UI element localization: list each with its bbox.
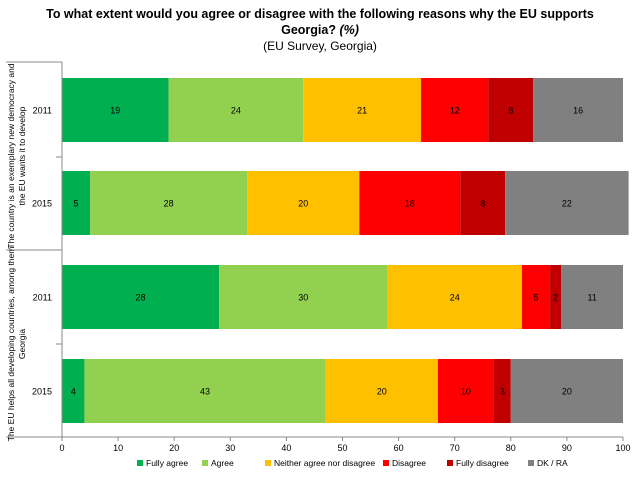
bar-segment (62, 265, 220, 329)
legend-swatch (447, 460, 453, 466)
group-label: the EU wants it to develop (17, 106, 27, 205)
data-label: 12 (450, 106, 460, 116)
x-tick-label: 10 (113, 443, 123, 453)
bar-segment (219, 265, 388, 329)
chart-title-question: Georgia? (281, 23, 336, 37)
data-label: 8 (508, 106, 513, 116)
data-label: 43 (200, 387, 210, 397)
bar-segment (303, 78, 422, 142)
bar-segment (62, 78, 169, 142)
group-label: The country is an exemplary new democrac… (6, 63, 16, 248)
legend-swatch (137, 460, 143, 466)
data-label: 4 (71, 387, 76, 397)
chart-title-block: To what extent would you agree or disagr… (0, 6, 640, 54)
data-label: 20 (298, 199, 308, 209)
bar-segment (460, 171, 506, 235)
data-label: 11 (587, 293, 596, 303)
data-label: 19 (110, 106, 120, 116)
year-tick-label: 2011 (33, 293, 52, 303)
data-label: 24 (231, 106, 241, 116)
chart-title-line-2: Georgia? (%) (0, 22, 640, 38)
bar-segment (493, 359, 511, 423)
x-tick-label: 30 (225, 443, 235, 453)
year-tick-label: 2015 (32, 387, 52, 397)
legend-label: Disagree (392, 458, 426, 468)
bar-segment (359, 171, 461, 235)
x-tick-label: 50 (337, 443, 347, 453)
bar-segment (90, 171, 248, 235)
year-tick-label: 2011 (33, 106, 52, 116)
year-tick-label: 2015 (32, 199, 52, 209)
legend-label: Fully disagree (456, 458, 509, 468)
chart-subtitle: (EU Survey, Georgia) (263, 39, 377, 53)
data-label: 5 (74, 199, 79, 209)
bar-segment (62, 359, 85, 423)
legend-label: Agree (211, 458, 234, 468)
data-label: 30 (298, 293, 308, 303)
data-label: 5 (534, 293, 539, 303)
bar-segment (510, 359, 623, 423)
data-label: 2 (553, 293, 558, 303)
group-label: The EU helps all developing countries, a… (6, 247, 16, 442)
data-label: 3 (500, 387, 505, 397)
bar-segment (84, 359, 326, 423)
bar-segment (168, 78, 304, 142)
legend-swatch (265, 460, 271, 466)
legend-label: Fully agree (146, 458, 188, 468)
x-tick-label: 0 (59, 443, 64, 453)
legend-swatch (202, 460, 208, 466)
bar-segment (522, 265, 551, 329)
data-label: 20 (377, 387, 387, 397)
bar-segment (505, 171, 629, 235)
data-label: 8 (480, 199, 485, 209)
x-tick-label: 90 (562, 443, 572, 453)
data-label: 28 (136, 293, 146, 303)
bar-segment (533, 78, 623, 142)
legend-swatch (383, 460, 389, 466)
bar-segment (325, 359, 438, 423)
bar-segment (421, 78, 489, 142)
bar-segment (550, 265, 562, 329)
data-label: 10 (461, 387, 471, 397)
data-label: 21 (357, 106, 367, 116)
bar-segment (247, 171, 360, 235)
chart-title-unit: (%) (339, 23, 359, 37)
data-label: 20 (562, 387, 572, 397)
chart-title-line-1: To what extent would you agree or disagr… (46, 7, 594, 21)
data-label: 22 (562, 199, 572, 209)
legend-label: DK / RA (537, 458, 568, 468)
x-tick-label: 70 (450, 443, 460, 453)
data-label: 18 (405, 199, 415, 209)
legend-swatch (528, 460, 534, 466)
bar-segment (387, 265, 523, 329)
data-label: 24 (450, 293, 460, 303)
bar-segment (488, 78, 534, 142)
x-tick-label: 40 (281, 443, 291, 453)
group-label: Georgia (17, 329, 27, 360)
x-tick-label: 20 (169, 443, 179, 453)
data-label: 16 (573, 106, 583, 116)
bar-segment (62, 171, 91, 235)
legend-label: Neither agree nor disagree (274, 458, 375, 468)
bar-segment (437, 359, 494, 423)
x-tick-label: 60 (394, 443, 404, 453)
x-tick-label: 100 (615, 443, 630, 453)
x-tick-label: 80 (506, 443, 516, 453)
bar-segment (561, 265, 623, 329)
data-label: 28 (164, 199, 174, 209)
